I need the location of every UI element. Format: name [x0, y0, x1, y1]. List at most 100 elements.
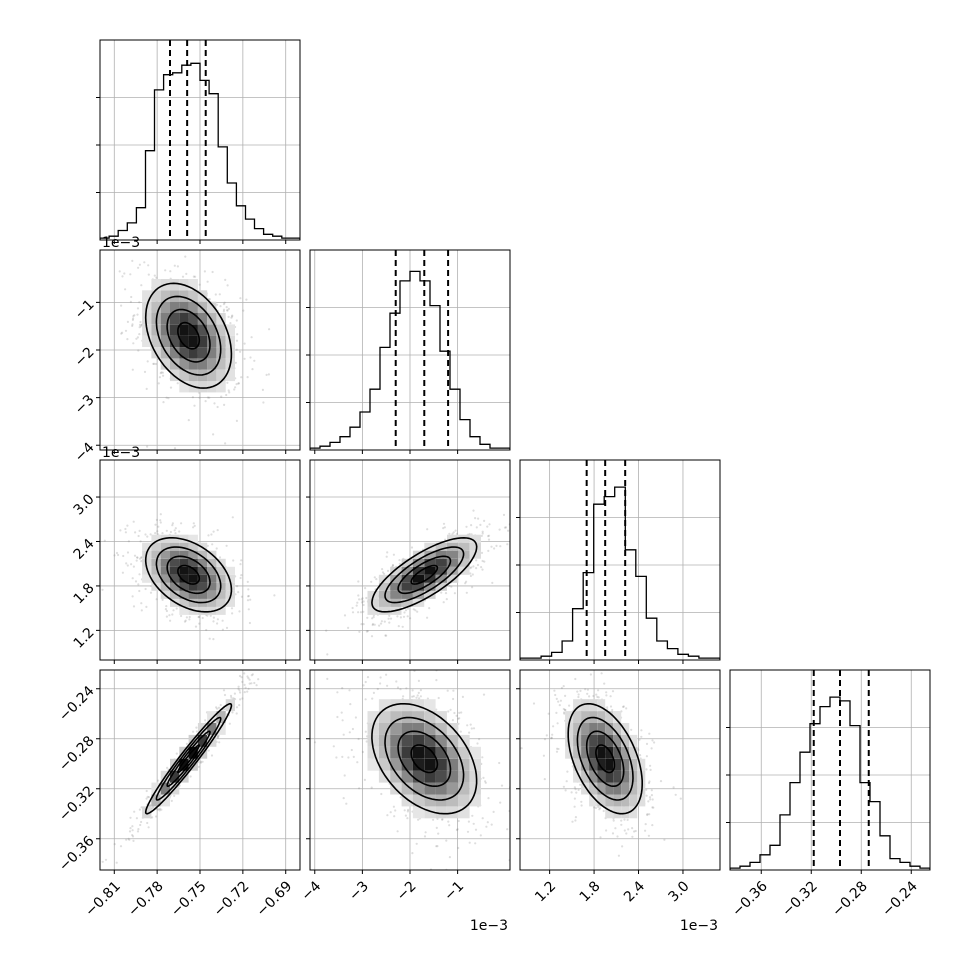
density-cell — [424, 590, 436, 599]
scatter-point — [126, 524, 129, 527]
scatter-point — [355, 604, 358, 607]
scatter-point — [243, 357, 246, 360]
density-cell — [151, 794, 161, 807]
density-cell — [160, 324, 170, 336]
density-cell — [188, 566, 198, 575]
scatter-point — [173, 264, 176, 267]
scatter-point — [135, 559, 138, 562]
scatter-point — [125, 562, 128, 565]
contour-2 — [155, 716, 222, 801]
scatter-point — [396, 830, 399, 833]
scatter-point — [231, 315, 234, 318]
density-cell — [424, 746, 436, 759]
density-cell — [597, 794, 606, 807]
scatter-point — [417, 679, 420, 683]
scatter-point — [216, 736, 219, 739]
panel-content — [310, 460, 510, 660]
scatter-point — [159, 807, 162, 810]
scatter-point — [443, 526, 446, 529]
scatter-point — [237, 382, 240, 385]
density-cell — [151, 301, 161, 313]
scatter-point — [502, 513, 506, 517]
density-cell — [378, 699, 391, 712]
scatter-point — [574, 816, 578, 819]
density-cell — [424, 782, 436, 795]
scatter-point — [131, 323, 134, 326]
scatter-point — [579, 783, 582, 786]
scatter-point — [131, 259, 134, 262]
density-cell — [390, 711, 402, 723]
hist-panel-2 — [516, 459, 721, 664]
scatter-point — [268, 328, 271, 331]
scatter-point — [487, 538, 491, 541]
scatter-point — [372, 691, 375, 695]
scatter-point — [183, 620, 187, 623]
density-cell — [216, 574, 226, 583]
scatter-point — [476, 742, 479, 745]
scatter-point — [373, 623, 376, 626]
scatter-point — [138, 323, 142, 326]
scatter-point — [385, 555, 388, 558]
scatter-point — [563, 708, 567, 712]
scatter-point — [380, 620, 383, 623]
scatter-point — [155, 598, 158, 601]
scatter-point — [399, 688, 402, 691]
scatter-point — [648, 780, 651, 783]
scatter-point — [648, 732, 651, 735]
density-cell — [225, 574, 235, 583]
density-cell — [613, 746, 622, 759]
density-cell — [207, 347, 217, 359]
scatter-point — [577, 788, 580, 792]
scatter-point — [362, 610, 365, 613]
scatter-point — [611, 708, 614, 712]
scatter-point — [457, 846, 460, 850]
scatter-point — [475, 567, 478, 570]
scatter-point — [451, 532, 454, 535]
scatter-point — [160, 371, 163, 374]
scatter-point — [217, 706, 221, 709]
scatter-point — [474, 842, 477, 845]
x-multiplier-label: 1e−3 — [470, 918, 508, 934]
scatter-point — [225, 626, 229, 630]
panel-frame — [99, 249, 301, 451]
scatter-point — [150, 807, 154, 810]
density-cell — [142, 290, 152, 302]
panel-frame — [99, 669, 301, 871]
density-cell — [216, 358, 226, 370]
density-cell — [179, 550, 189, 559]
density-cell — [170, 550, 180, 559]
scatter-point — [452, 531, 455, 534]
scatter-point — [564, 789, 567, 792]
scatter-point — [214, 293, 217, 296]
scatter-point — [161, 598, 164, 602]
density-cell — [412, 711, 425, 723]
scatter-point — [222, 303, 226, 306]
panel-frame — [309, 249, 511, 451]
scatter-point — [470, 727, 473, 730]
density-cell — [378, 711, 391, 723]
density-cell — [225, 369, 235, 382]
scatter-point — [151, 816, 154, 819]
scatter-point — [143, 370, 147, 373]
scatter-point — [134, 580, 138, 583]
scatter-point — [154, 532, 157, 535]
scatter-point — [674, 793, 677, 796]
density-cell — [401, 794, 413, 807]
scatter-point — [645, 794, 648, 797]
contour-1 — [166, 730, 211, 787]
y-multiplier-label: 1e−3 — [102, 445, 140, 461]
scatter-point — [206, 614, 209, 617]
scatter-point — [79, 274, 81, 276]
scatter-point — [482, 776, 485, 780]
scatter-point — [364, 698, 367, 701]
scatter-point — [469, 572, 472, 575]
density-cell — [179, 566, 189, 575]
scatter-point — [243, 672, 246, 675]
x-tick-label: −3 — [346, 878, 372, 904]
scatter-point — [147, 796, 150, 799]
scatter-point — [448, 856, 451, 859]
panel-content — [310, 250, 510, 450]
scatter-point — [543, 778, 546, 781]
density-cell — [197, 574, 208, 583]
density-cell — [589, 770, 598, 783]
